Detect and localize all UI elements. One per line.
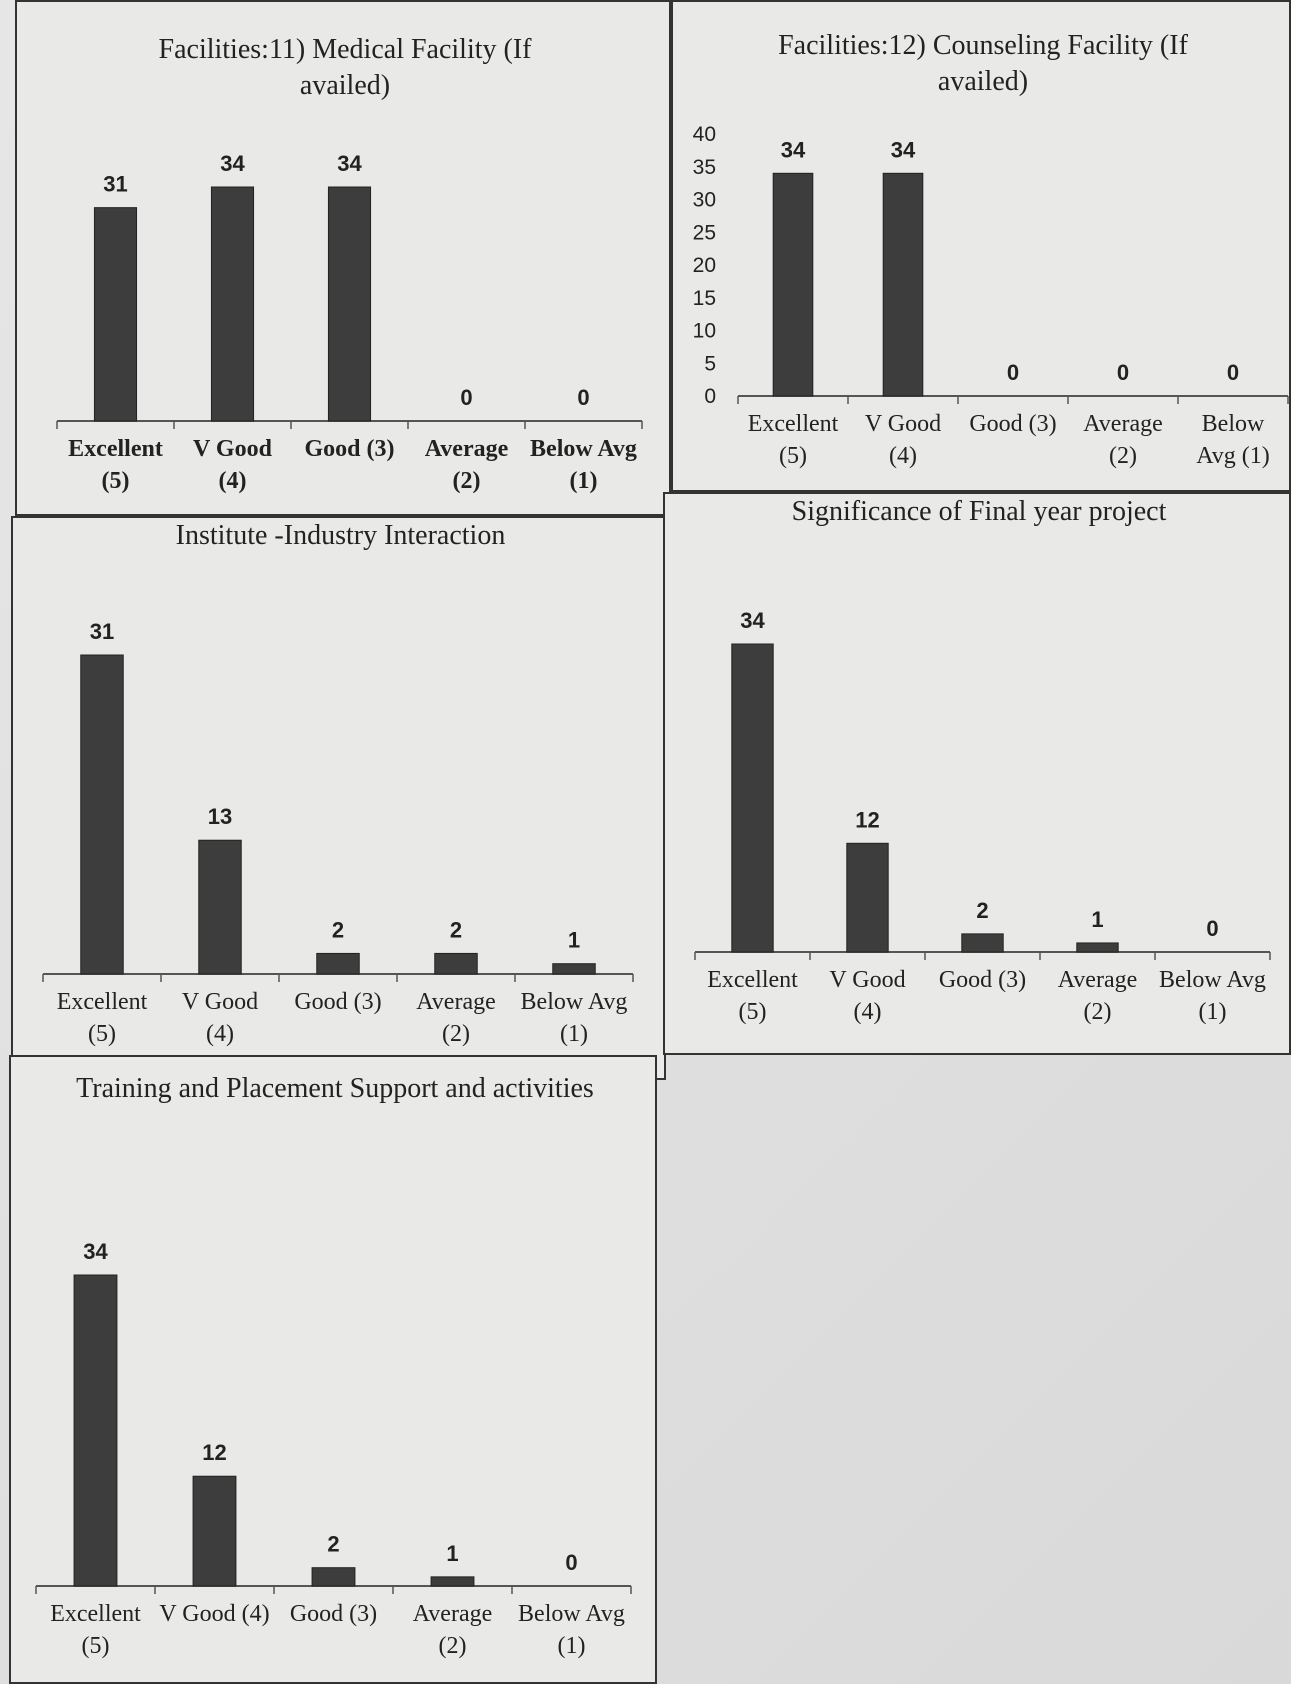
chart-panel: Facilities:11) Medical Facility (If avai…: [15, 0, 671, 516]
bar: [198, 839, 242, 975]
data-label: 0: [565, 1550, 577, 1575]
plot: 0 5 10 15 20 25 30 35 40 34 34 0 0 0: [693, 123, 1289, 408]
data-label: 0: [577, 385, 589, 410]
data-label: 0: [1117, 360, 1129, 385]
y-tick-label: 0: [704, 385, 716, 408]
data-label: 2: [327, 1532, 339, 1557]
x-tick-label: Good (3): [294, 989, 382, 1015]
x-tick-label: Below Avg (1): [530, 436, 637, 495]
chart-title: Institute -Industry Interaction: [175, 520, 506, 551]
bar: [772, 172, 814, 397]
data-label: 2: [976, 898, 988, 923]
x-tick-label: Good (3): [304, 436, 395, 462]
data-label: 1: [446, 1541, 458, 1566]
plot: 31 13 2 2 1: [42, 619, 634, 982]
plot: 34 12 2 1 0: [35, 1239, 632, 1594]
y-tick-label: 30: [693, 189, 716, 212]
chart-panel: Facilities:12) Counseling Facility (If a…: [671, 0, 1291, 492]
x-tick-label: Excellent (5): [50, 1601, 141, 1660]
bar: [1076, 942, 1119, 953]
data-label: 31: [103, 172, 127, 197]
data-label: 34: [740, 608, 765, 633]
x-tick-label: Excellent (5): [56, 989, 148, 1048]
plot: 34 12 2 1 0: [694, 608, 1271, 960]
x-tick-label: Below Avg (1): [518, 1601, 625, 1660]
x-tick-label: Good (3): [969, 411, 1057, 437]
data-label: 12: [202, 1440, 226, 1465]
data-label: 0: [1206, 916, 1218, 941]
chart-title: Facilities:11) Medical Facility (If avai…: [158, 34, 532, 102]
y-tick-label: 5: [704, 352, 716, 375]
y-tick-label: 25: [693, 221, 716, 244]
y-tick-label: 20: [693, 254, 716, 277]
x-tick-label: Excellent (5): [707, 967, 798, 1026]
chart-title: Training and Placement Support and activ…: [76, 1073, 594, 1104]
x-tick-label: Below Avg (1): [520, 989, 628, 1048]
data-label: 0: [1007, 360, 1019, 385]
y-tick-label: 35: [693, 156, 716, 179]
x-tick-label: Average (2): [416, 989, 496, 1048]
bar: [846, 842, 889, 953]
bar: [961, 933, 1004, 953]
x-tick-label: Average (2): [424, 436, 509, 495]
y-tick-label: 15: [693, 287, 716, 310]
chart-title: Facilities:12) Counseling Facility (If a…: [778, 30, 1188, 98]
data-label: 34: [83, 1239, 108, 1264]
bar: [430, 1576, 475, 1587]
chart-panel: Training and Placement Support and activ…: [9, 1055, 657, 1684]
x-tick-label: Good (3): [289, 1601, 378, 1627]
plot: 31 34 34 0 0: [56, 151, 643, 429]
data-label: 0: [1227, 360, 1239, 385]
data-label: 2: [450, 917, 462, 942]
x-tick-label: Good (3): [938, 967, 1027, 993]
bar: [73, 1274, 118, 1587]
y-tick-label: 40: [693, 123, 716, 146]
data-label: 2: [332, 917, 344, 942]
bar: [316, 952, 360, 975]
chart-panel: Significance of Final year project 34 12 2 1…: [663, 492, 1291, 1055]
x-tick-label: V Good (4): [159, 1601, 270, 1627]
bar: [552, 963, 596, 975]
bar: [327, 186, 372, 422]
bar: [210, 186, 255, 422]
data-label: 34: [220, 151, 245, 176]
data-label: 31: [90, 619, 114, 644]
bar: [731, 643, 774, 953]
y-tick-label: 10: [693, 320, 716, 343]
bar: [882, 172, 924, 397]
bar: [93, 207, 138, 422]
data-label: 13: [208, 804, 232, 829]
bar: [192, 1475, 237, 1587]
x-tick-label: V Good (4): [829, 967, 906, 1026]
data-label: 0: [460, 385, 472, 410]
x-tick-label: Excellent (5): [747, 411, 839, 470]
bar: [311, 1567, 356, 1587]
bar: [434, 952, 478, 975]
chart-title: Significance of Final year project: [791, 496, 1167, 527]
data-label: 34: [337, 151, 362, 176]
data-label: 34: [891, 137, 916, 162]
chart-panel: Institute -Industry Interaction 31 13 2 2 1 Ex…: [11, 516, 666, 1080]
x-tick-label: Below Avg (1): [1159, 967, 1266, 1026]
x-tick-label: V Good (4): [181, 989, 259, 1048]
x-tick-label: Average (2): [412, 1601, 493, 1660]
x-tick-label: V Good (4): [193, 436, 272, 495]
x-tick-label: Average (2): [1083, 411, 1163, 470]
data-label: 1: [1091, 907, 1103, 932]
data-label: 34: [781, 137, 806, 162]
x-tick-label: Excellent (5): [68, 436, 163, 495]
data-label: 1: [568, 928, 580, 953]
x-tick-label: Average (2): [1057, 967, 1138, 1026]
bar: [80, 654, 124, 975]
x-tick-label: Below Avg (1): [1196, 411, 1270, 470]
x-tick-label: V Good (4): [864, 411, 942, 470]
data-label: 12: [855, 807, 879, 832]
